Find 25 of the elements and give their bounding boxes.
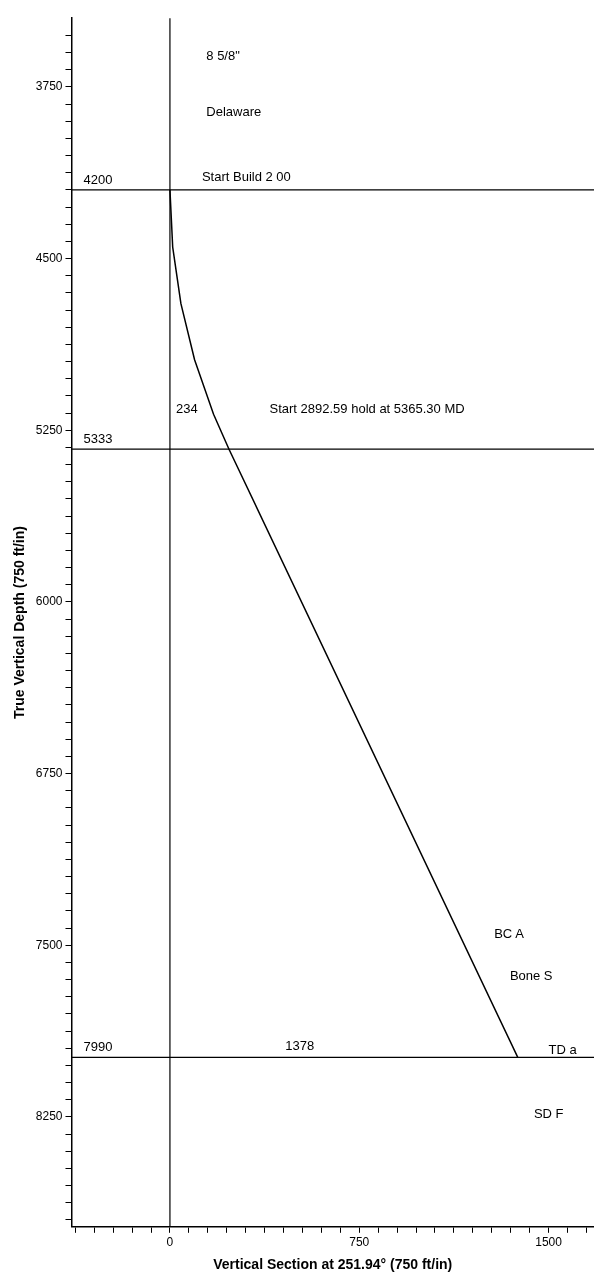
x-tick-label: 0 [166,1235,174,1250]
annotation: SD F [533,1105,564,1121]
x-axis-title: Vertical Section at 251.94° (750 ft/in) [213,1256,453,1273]
annotation: Bone S [509,968,553,984]
y-tick-label: 7500 [35,937,63,952]
annotation: Start 2892.59 hold at 5365.30 MD [269,401,465,417]
y-tick-label: 5250 [35,422,63,437]
y-tick-label: 8250 [35,1109,63,1124]
annotation: BC A [494,925,525,941]
x-tick-label: 1500 [535,1235,563,1250]
y-tick-label: 6000 [35,594,63,609]
ref-line-label: 5333 [83,431,113,447]
ref-line-label: 4200 [83,171,113,187]
y-tick-label: 3750 [35,79,63,94]
annotation: TD a [548,1041,578,1057]
y-axis-title: True Vertical Depth (750 ft/in) [11,526,28,719]
annotation: 8 5/8" [206,48,241,64]
annotation: Start Build 2 00 [201,169,291,185]
annotation: 234 [176,401,198,417]
y-tick-label: 6750 [35,765,63,780]
annotation: Delaware [206,104,262,120]
annotation: 1378 [285,1038,315,1054]
x-tick-label: 750 [349,1235,370,1250]
ref-line-label: 7990 [83,1039,113,1055]
y-tick-label: 4500 [35,250,63,265]
